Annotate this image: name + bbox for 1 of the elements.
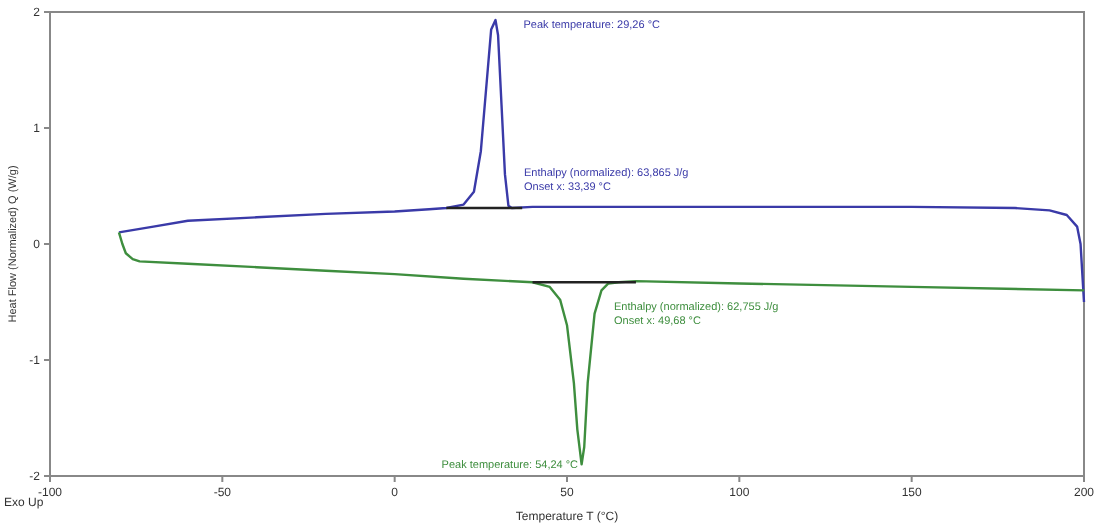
line-series [117,18,1086,304]
